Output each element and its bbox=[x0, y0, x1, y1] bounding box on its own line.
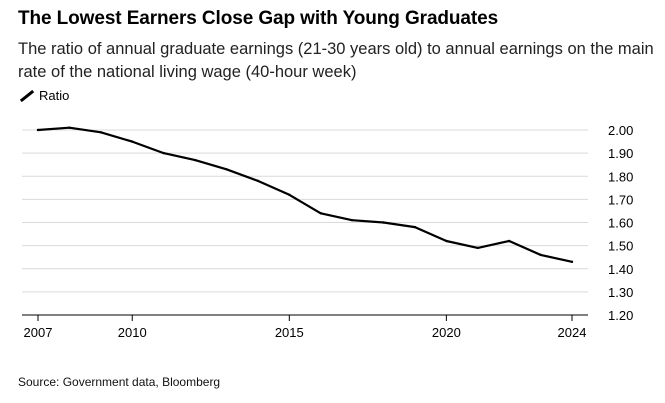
data-point bbox=[570, 260, 574, 264]
y-tick-label: 1.90 bbox=[608, 146, 633, 161]
source-note: Source: Government data, Bloomberg bbox=[18, 375, 221, 389]
data-point bbox=[445, 239, 448, 243]
y-tick-label: 1.50 bbox=[608, 239, 633, 254]
x-tick-label: 2010 bbox=[118, 325, 147, 340]
legend-label: Ratio bbox=[39, 88, 70, 103]
data-point bbox=[288, 193, 291, 196]
legend: Ratio bbox=[20, 88, 69, 103]
data-point bbox=[476, 246, 479, 250]
data-point bbox=[99, 131, 103, 134]
y-tick-label: 1.70 bbox=[608, 192, 633, 207]
data-point bbox=[382, 221, 385, 224]
y-tick-label: 2.00 bbox=[608, 123, 633, 138]
data-point bbox=[162, 151, 165, 155]
data-point bbox=[131, 140, 134, 143]
data-point bbox=[256, 179, 260, 183]
data-point bbox=[413, 225, 417, 229]
y-tick-label: 1.80 bbox=[608, 169, 633, 184]
y-tick-label: 1.30 bbox=[608, 285, 633, 300]
chart-subtitle: The ratio of annual graduate earnings (2… bbox=[18, 40, 654, 81]
y-tick-label: 1.60 bbox=[608, 216, 633, 231]
y-tick-label: 1.20 bbox=[608, 308, 633, 323]
data-point bbox=[225, 168, 228, 171]
x-tick-label: 2015 bbox=[275, 325, 304, 340]
data-point bbox=[350, 218, 354, 222]
data-point bbox=[68, 126, 71, 129]
x-tick-label: 2007 bbox=[24, 325, 53, 340]
legend-line-icon bbox=[20, 89, 34, 102]
data-point bbox=[539, 253, 542, 257]
data-point bbox=[319, 212, 322, 215]
data-point bbox=[507, 239, 511, 243]
series-line-ratio bbox=[36, 126, 574, 263]
x-tick-label: 2024 bbox=[558, 325, 587, 340]
data-point bbox=[193, 158, 197, 162]
data-point bbox=[36, 128, 40, 132]
chart-title: The Lowest Earners Close Gap with Young … bbox=[18, 8, 499, 29]
x-tick-label: 2020 bbox=[432, 325, 461, 340]
y-tick-label: 1.40 bbox=[608, 262, 633, 277]
